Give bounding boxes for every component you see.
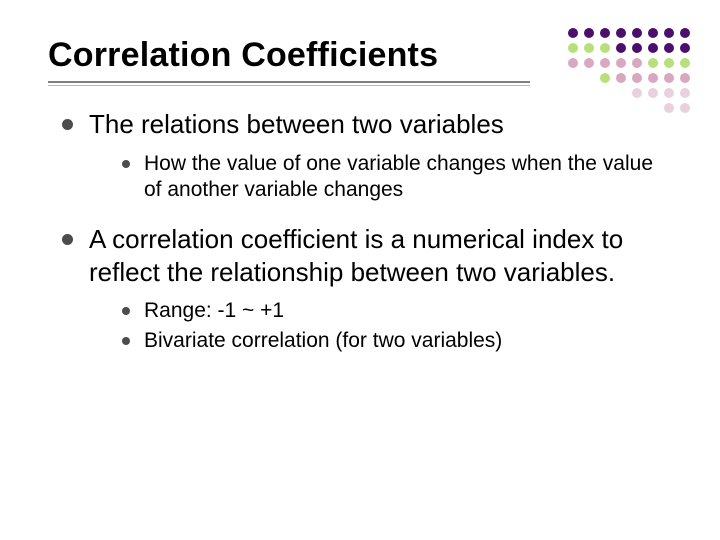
dot-icon xyxy=(600,43,610,53)
dot-icon xyxy=(664,28,674,38)
bullet-icon xyxy=(122,337,130,345)
bullet-icon xyxy=(62,119,73,130)
bullet-level1: A correlation coefficient is a numerical… xyxy=(62,223,672,288)
bullet-level2-group: Range: -1 ~ +1 Bivariate correlation (fo… xyxy=(122,298,672,355)
dot-icon xyxy=(648,28,658,38)
decorative-dot-grid xyxy=(568,28,690,118)
dot-icon xyxy=(664,88,674,98)
bullet-level2: Range: -1 ~ +1 xyxy=(122,298,672,324)
dot-row xyxy=(568,43,690,53)
dot-icon xyxy=(680,58,690,68)
dot-icon xyxy=(632,28,642,38)
bullet-text: The relations between two variables xyxy=(89,108,504,141)
bullet-icon xyxy=(122,307,130,315)
dot-icon xyxy=(664,58,674,68)
dot-icon xyxy=(680,103,690,113)
dot-icon xyxy=(632,58,642,68)
slide: Correlation Coefficients The relations b… xyxy=(0,0,720,540)
bullet-text: A correlation coefficient is a numerical… xyxy=(89,223,672,288)
bullet-icon xyxy=(122,160,130,168)
dot-icon xyxy=(648,73,658,83)
dot-icon xyxy=(664,43,674,53)
dot-icon xyxy=(680,73,690,83)
bullet-level2: How the value of one variable changes wh… xyxy=(122,151,672,204)
dot-icon xyxy=(616,43,626,53)
dot-row xyxy=(568,88,690,98)
dot-icon xyxy=(680,43,690,53)
bullet-icon xyxy=(62,234,73,245)
dot-icon xyxy=(616,58,626,68)
dot-row xyxy=(568,103,690,113)
dot-icon xyxy=(664,103,674,113)
dot-icon xyxy=(568,28,578,38)
dot-icon xyxy=(632,73,642,83)
dot-icon xyxy=(584,28,594,38)
bullet-text: How the value of one variable changes wh… xyxy=(144,151,672,204)
dot-icon xyxy=(648,43,658,53)
dot-icon xyxy=(664,73,674,83)
dot-icon xyxy=(568,43,578,53)
dot-icon xyxy=(680,28,690,38)
dot-icon xyxy=(600,28,610,38)
dot-icon xyxy=(584,58,594,68)
dot-icon xyxy=(616,28,626,38)
dot-row xyxy=(568,58,690,68)
dot-icon xyxy=(600,73,610,83)
dot-icon xyxy=(568,58,578,68)
bullet-text: Range: -1 ~ +1 xyxy=(144,298,284,324)
title-underline-light xyxy=(48,85,530,86)
dot-icon xyxy=(680,88,690,98)
dot-row xyxy=(568,28,690,38)
bullet-text: Bivariate correlation (for two variables… xyxy=(144,328,502,354)
dot-icon xyxy=(632,88,642,98)
title-underline-dark xyxy=(48,81,530,83)
slide-content: The relations between two variables How … xyxy=(62,108,672,355)
bullet-level2: Bivariate correlation (for two variables… xyxy=(122,328,672,354)
dot-icon xyxy=(616,73,626,83)
dot-icon xyxy=(600,58,610,68)
bullet-level2-group: How the value of one variable changes wh… xyxy=(122,151,672,204)
dot-icon xyxy=(648,88,658,98)
dot-row xyxy=(568,73,690,83)
dot-icon xyxy=(648,58,658,68)
dot-icon xyxy=(632,43,642,53)
dot-icon xyxy=(584,43,594,53)
